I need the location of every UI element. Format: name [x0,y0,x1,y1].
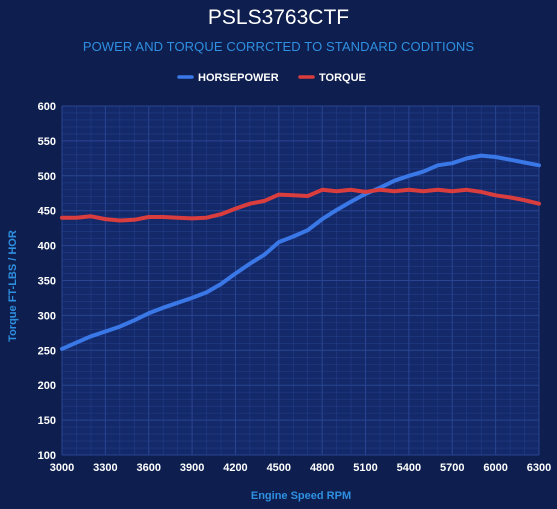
x-tick-label: 5700 [440,462,464,474]
y-tick-label: 200 [38,380,56,392]
legend-label-horsepower: HORSEPOWER [198,72,279,84]
x-tick-label: 4800 [310,462,334,474]
legend-item-torque[interactable]: TORQUE [298,72,366,84]
series-lines [60,153,541,351]
axes: 100 150 200 250 300 350 400 450 500 550 600 3000 330… [38,101,552,474]
y-tick-label: 550 [38,136,56,148]
legend[interactable]: HORSEPOWER TORQUE [177,72,366,84]
legend-item-horsepower[interactable]: HORSEPOWER [177,72,279,84]
x-tick-label: 4500 [267,462,291,474]
y-tick-label: 300 [38,310,56,322]
chart-subtitle: POWER AND TORQUE CORRCTED TO STANDARD CO… [82,39,475,54]
y-tick-label: 350 [38,276,56,288]
x-tick-label: 6000 [483,462,507,474]
y-tick-label: 400 [38,241,56,253]
y-tick-label: 450 [38,206,56,218]
y-tick-label: 150 [38,415,56,427]
x-tick-label: 3000 [50,462,74,474]
series-line-horsepower [60,153,541,351]
y-tick-label: 250 [38,345,56,357]
x-tick-label: 3900 [180,462,204,474]
y-tick-label: 100 [38,450,56,462]
x-tick-label: 4200 [223,462,247,474]
x-tick-label: 6300 [527,462,551,474]
series-line-torque [60,187,541,223]
chart-title: PSLS3763CTF [207,6,350,29]
x-tick-label: 5400 [397,462,421,474]
y-tick-label: 600 [38,101,56,113]
x-tick-label: 3300 [93,462,117,474]
x-axis-title: Engine Speed RPM [251,490,351,502]
x-tick-label: 3600 [136,462,160,474]
legend-label-torque: TORQUE [319,72,366,84]
y-axis-title: Torque FT-LBS / HOR [7,230,19,342]
x-tick-label: 5100 [353,462,377,474]
y-tick-label: 500 [38,171,56,183]
